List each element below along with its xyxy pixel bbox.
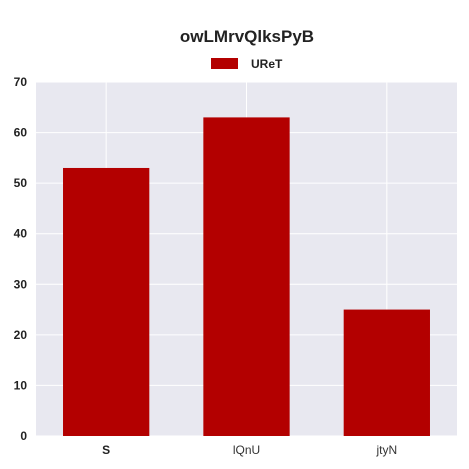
- y-tick-label: 0: [20, 429, 27, 443]
- x-tick-label: S: [102, 443, 110, 457]
- legend: UReT: [211, 57, 283, 71]
- y-axis: 0 10 20 30 40 50 60 70: [14, 75, 28, 443]
- y-tick-label: 60: [14, 126, 28, 140]
- y-tick-label: 20: [14, 328, 28, 342]
- y-tick-label: 10: [14, 378, 28, 392]
- bar-lqnu: [203, 117, 290, 437]
- y-tick-label: 50: [14, 176, 28, 190]
- y-tick-label: 70: [14, 75, 28, 89]
- bars: [63, 117, 430, 437]
- x-tick-label: jtyN: [375, 443, 397, 457]
- legend-label: UReT: [251, 57, 283, 71]
- bar-s: [63, 167, 150, 436]
- x-tick-label: lQnU: [233, 443, 260, 457]
- y-tick-label: 40: [14, 227, 28, 241]
- bar-jtyn: [343, 309, 430, 436]
- y-tick-label: 30: [14, 277, 28, 291]
- chart-title: owLMrvQlksPyB: [180, 27, 314, 46]
- legend-swatch-ureT: [211, 58, 238, 69]
